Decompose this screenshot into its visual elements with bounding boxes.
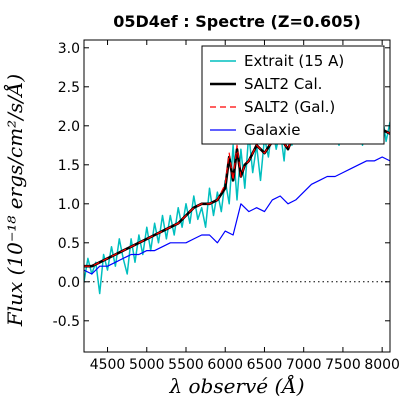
x-tick-label: 7500 bbox=[325, 357, 361, 373]
y-tick-label: 2.0 bbox=[58, 119, 80, 135]
x-tick-label: 4500 bbox=[90, 357, 126, 373]
series-line-1 bbox=[84, 82, 390, 295]
x-tick-label: 6000 bbox=[207, 357, 243, 373]
y-tick-label: 1.0 bbox=[58, 197, 80, 213]
x-tick-label: 8000 bbox=[364, 357, 400, 373]
legend-label-1: Extrait (15 A) bbox=[244, 52, 344, 70]
x-tick-label: 6500 bbox=[247, 357, 283, 373]
legend: Extrait (15 A) SALT2 Cal. SALT2 (Gal.) Gala… bbox=[201, 45, 385, 145]
legend-label-4: Galaxie bbox=[244, 121, 300, 139]
y-tick-label: 2.5 bbox=[58, 80, 80, 96]
x-tick-label: 7000 bbox=[286, 357, 322, 373]
y-tick-label: 3.0 bbox=[58, 41, 80, 57]
plot-frame bbox=[83, 39, 391, 353]
y-tick-label: -0.5 bbox=[53, 314, 80, 330]
legend-box bbox=[201, 45, 385, 145]
y-tick-label: 1.5 bbox=[58, 158, 80, 174]
legend-label-2: SALT2 Cal. bbox=[244, 75, 322, 93]
y-tick-label: 0.5 bbox=[58, 236, 80, 252]
series-line-4 bbox=[84, 156, 390, 275]
x-tick-label: 5000 bbox=[129, 357, 165, 373]
y-tick-label: 0.0 bbox=[58, 275, 80, 291]
chart-title: 05D4ef : Spectre (Z=0.605) bbox=[113, 12, 361, 31]
x-axis-label: λ observé (Å) bbox=[168, 373, 304, 398]
legend-label-3: SALT2 (Gal.) bbox=[244, 98, 335, 116]
y-axis-label: Flux (10⁻¹⁸ ergs/cm²/s/Å) bbox=[2, 74, 27, 327]
x-tick-label: 5500 bbox=[168, 357, 204, 373]
axes: 4500 5000 5500 6000 6500 7000 7500 8000 -0.5 0.0 0… bbox=[53, 39, 400, 373]
